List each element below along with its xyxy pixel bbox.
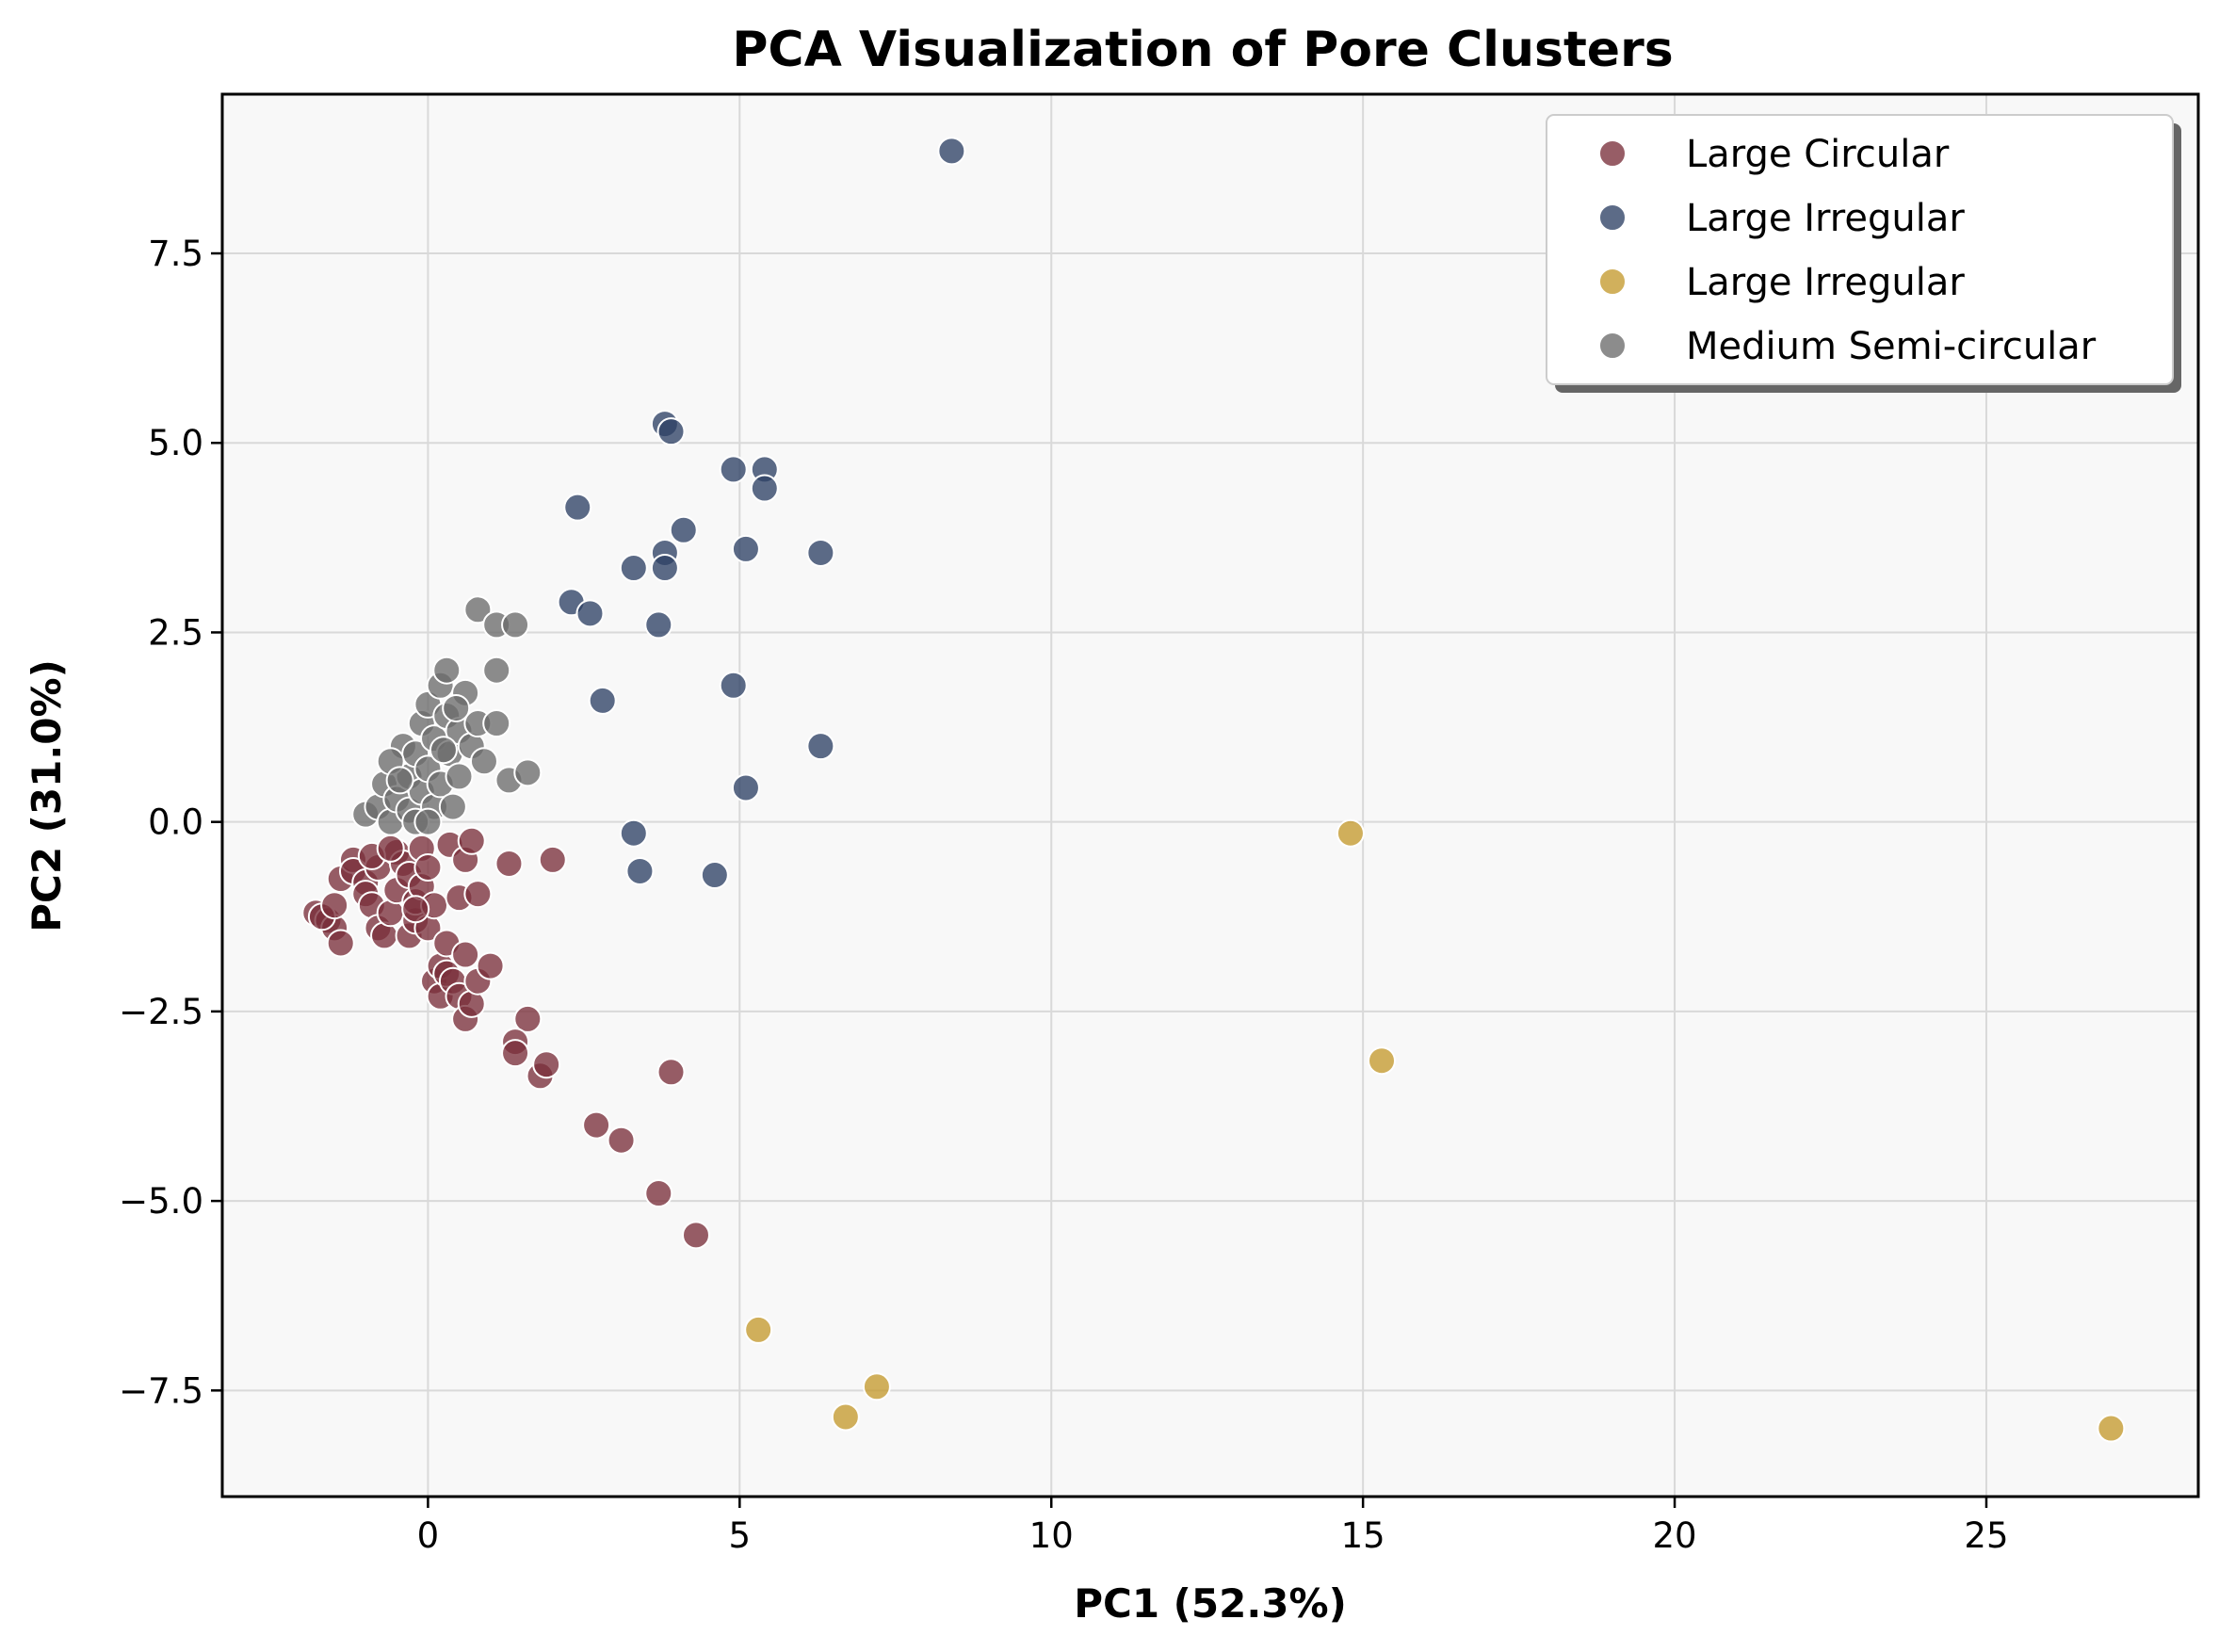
legend-label: Large Irregular bbox=[1686, 197, 1965, 240]
data-point bbox=[607, 1126, 636, 1155]
data-point bbox=[563, 493, 592, 522]
data-point bbox=[619, 554, 648, 583]
legend-marker bbox=[1598, 267, 1627, 296]
series-0 bbox=[301, 826, 710, 1250]
data-point bbox=[862, 1372, 891, 1401]
points-layer bbox=[301, 137, 2126, 1443]
data-point bbox=[513, 758, 543, 787]
data-point bbox=[438, 792, 467, 821]
data-point bbox=[376, 834, 405, 863]
legend-marker bbox=[1598, 139, 1627, 168]
data-point bbox=[700, 861, 729, 890]
data-point bbox=[385, 766, 414, 795]
legend-label: Large Irregular bbox=[1686, 261, 1965, 304]
data-point bbox=[401, 895, 430, 924]
data-point bbox=[469, 747, 498, 776]
y-axis-label: PC2 (31.0%) bbox=[24, 659, 70, 932]
plot-frame bbox=[220, 92, 2200, 1498]
x-tick-label: 0 bbox=[417, 1515, 440, 1556]
series-3 bbox=[351, 595, 543, 836]
legend-box bbox=[1546, 114, 2174, 385]
data-point bbox=[463, 880, 493, 909]
data-point bbox=[731, 534, 760, 563]
legend: Large Circular Large Irregular Large Irreg… bbox=[1546, 114, 2181, 393]
data-point bbox=[457, 826, 486, 855]
data-point bbox=[575, 599, 605, 628]
y-tick-label: −5.0 bbox=[119, 1181, 203, 1222]
data-point bbox=[442, 693, 471, 722]
data-point bbox=[806, 732, 835, 761]
y-tick-label: 0.0 bbox=[148, 802, 203, 843]
legend-marker bbox=[1598, 203, 1627, 232]
data-point bbox=[656, 1058, 686, 1087]
data-point bbox=[432, 656, 462, 685]
ticks-layer: 0 5 10 15 20 25 −7.5 −5.0 −2.5 0.0 2.5 5.0 7.5 bbox=[119, 234, 2008, 1556]
y-tick-label: 7.5 bbox=[148, 234, 203, 274]
x-tick-label: 20 bbox=[1653, 1515, 1697, 1556]
data-point bbox=[2097, 1414, 2126, 1443]
data-point bbox=[582, 1110, 611, 1140]
x-tick-label: 5 bbox=[729, 1515, 752, 1556]
data-point bbox=[731, 773, 760, 802]
data-point bbox=[463, 595, 493, 624]
data-point bbox=[320, 891, 349, 920]
data-point bbox=[644, 1179, 673, 1208]
data-point bbox=[451, 940, 480, 969]
data-point bbox=[538, 845, 567, 874]
data-point bbox=[681, 1221, 710, 1250]
data-point bbox=[656, 417, 686, 446]
chart-title: PCA Visualization of Pore Clusters bbox=[732, 22, 1673, 78]
data-point bbox=[719, 671, 748, 700]
y-tick-label: −7.5 bbox=[119, 1370, 203, 1411]
data-point bbox=[513, 1004, 543, 1033]
data-point bbox=[806, 538, 835, 567]
series-2 bbox=[744, 818, 2126, 1443]
data-point bbox=[482, 656, 511, 685]
data-point bbox=[482, 709, 511, 738]
data-point bbox=[650, 554, 679, 583]
legend-items: Large Circular Large Irregular Large Irreg… bbox=[1598, 133, 2097, 368]
data-point bbox=[1336, 818, 1365, 848]
x-tick-label: 15 bbox=[1341, 1515, 1385, 1556]
data-point bbox=[326, 929, 355, 958]
legend-label: Medium Semi-circular bbox=[1686, 325, 2097, 368]
data-point bbox=[937, 137, 966, 166]
legend-marker bbox=[1598, 332, 1627, 360]
data-point bbox=[501, 1039, 530, 1068]
data-point bbox=[644, 610, 673, 640]
data-point bbox=[619, 818, 648, 848]
data-point bbox=[669, 515, 698, 544]
data-point bbox=[445, 762, 474, 791]
data-point bbox=[750, 474, 779, 503]
data-point bbox=[494, 849, 524, 878]
y-tick-label: 2.5 bbox=[148, 612, 203, 653]
x-axis-label: PC1 (52.3%) bbox=[1074, 1580, 1347, 1627]
data-point bbox=[429, 736, 458, 765]
data-point bbox=[413, 807, 443, 836]
legend-label: Large Circular bbox=[1686, 133, 1950, 176]
data-point bbox=[831, 1402, 860, 1432]
data-point bbox=[532, 1050, 561, 1079]
series-1 bbox=[557, 137, 966, 890]
data-point bbox=[476, 951, 505, 980]
x-tick-label: 10 bbox=[1029, 1515, 1074, 1556]
y-tick-label: 5.0 bbox=[148, 423, 203, 463]
data-point bbox=[1368, 1046, 1397, 1076]
y-tick-label: −2.5 bbox=[119, 992, 203, 1032]
data-point bbox=[625, 856, 655, 885]
data-point bbox=[719, 455, 748, 484]
x-tick-label: 25 bbox=[1964, 1515, 2008, 1556]
data-point bbox=[588, 686, 617, 715]
data-point bbox=[501, 610, 530, 640]
data-point bbox=[413, 852, 443, 882]
data-point bbox=[744, 1315, 773, 1344]
